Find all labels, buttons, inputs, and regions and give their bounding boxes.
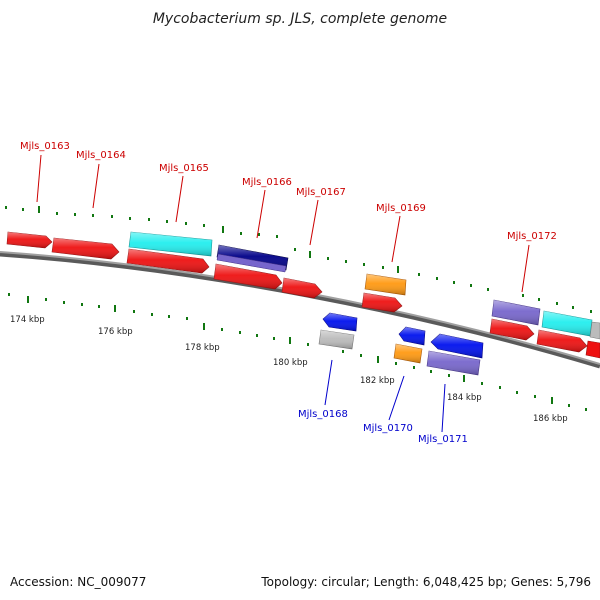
accession-text: Accession: NC_009077 [10,575,146,589]
upper-tick-row [5,206,592,313]
scale-label-176: 176 kbp [98,327,133,337]
scale-label-186: 186 kbp [533,414,568,424]
forward-outer-row [6,231,600,340]
gene-labels: Mjls_0163 Mjls_0164 Mjls_0165 Mjls_0166 … [20,141,557,445]
map-title: Mycobacterium sp. JLS, complete genome [153,11,447,27]
lower-tick-row [8,293,587,411]
label-mjls-0171: Mjls_0171 [418,434,468,445]
label-mjls-0169: Mjls_0169 [376,203,426,214]
forward-inner-row [126,248,600,359]
topology-text: Topology: circular; Length: 6,048,425 bp… [260,575,591,589]
scale-labels: 174 kbp 176 kbp 178 kbp 180 kbp 182 kbp … [10,315,568,424]
label-mjls-0165: Mjls_0165 [159,163,209,174]
label-mjls-0163: Mjls_0163 [20,141,70,152]
label-mjls-0167: Mjls_0167 [296,187,346,198]
label-mjls-0168: Mjls_0168 [298,409,348,420]
scale-label-182: 182 kbp [360,376,395,386]
scale-label-180: 180 kbp [273,358,308,368]
label-mjls-0172: Mjls_0172 [507,231,557,242]
label-mjls-0170: Mjls_0170 [363,423,413,434]
gene-gray-edge[interactable] [589,321,600,340]
gene-red-inner-6[interactable] [585,340,600,359]
label-mjls-0164: Mjls_0164 [76,150,126,161]
scale-label-174: 174 kbp [10,315,45,325]
label-mjls-0166: Mjls_0166 [242,177,292,188]
leader-lines [36,154,530,433]
scale-label-184: 184 kbp [447,393,482,403]
reverse-row [318,312,484,376]
gene-mjls-0166-b[interactable] [216,253,287,273]
scale-label-178: 178 kbp [185,343,220,353]
